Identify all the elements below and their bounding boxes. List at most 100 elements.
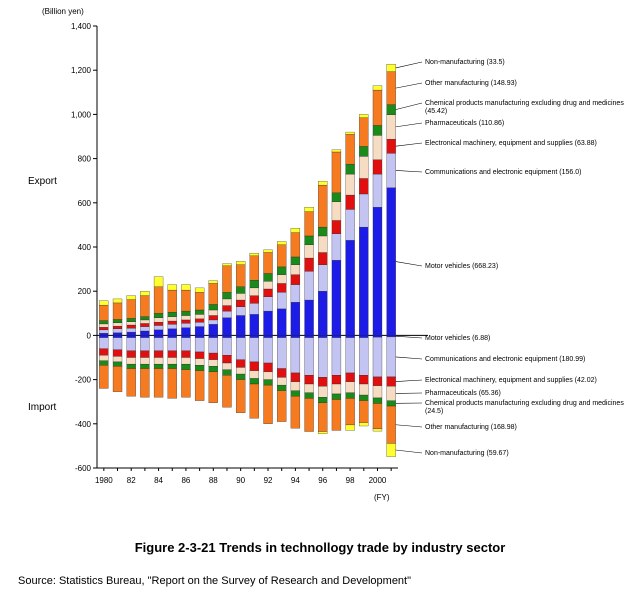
bar-import-elec	[372, 376, 383, 386]
bar-export-pharma	[249, 287, 259, 296]
bar-import-comm	[304, 337, 314, 376]
bar-export-motor	[318, 291, 328, 336]
bar-import-chem	[318, 397, 328, 403]
bar-import-chem	[345, 392, 355, 399]
bar-export-other	[222, 265, 232, 293]
bar-import-chem	[304, 392, 314, 399]
bar-export-elec	[153, 321, 164, 326]
bar-export-other	[112, 302, 123, 320]
bar-import-motor	[386, 335, 396, 338]
bar-export-motor	[290, 302, 301, 336]
unit-label: (Billion yen)	[42, 7, 84, 16]
bar-export-nonmfg	[318, 180, 328, 186]
bar-import-elec	[140, 350, 150, 358]
bar-import-other	[126, 368, 136, 397]
bar-export-pharma	[345, 173, 355, 196]
bar-export-pharma	[222, 298, 232, 306]
figure-title: Figure 2-3-21 Trends in technollogy trad…	[134, 540, 506, 555]
y-tick-label: 1,200	[71, 66, 92, 75]
bar-export-nonmfg	[359, 114, 369, 118]
bar-import-chem	[112, 361, 123, 367]
bar-import-elec	[153, 350, 164, 358]
bar-export-motor	[236, 315, 246, 336]
bar-import-nonmfg	[372, 428, 383, 432]
bar-export-chem	[290, 256, 301, 265]
y-tick-label: 1,400	[71, 22, 92, 31]
x-tick-label: 82	[127, 476, 136, 485]
callout-leader-import-motor	[395, 335, 423, 339]
bar-export-comm	[331, 233, 342, 261]
bar-export-nonmfg	[345, 131, 355, 135]
bar-export-nonmfg	[140, 291, 150, 296]
bar-export-other	[153, 286, 164, 314]
bar-import-pharma	[372, 385, 383, 399]
bar-import-motor	[359, 335, 369, 338]
bar-import-elec	[318, 377, 328, 387]
bar-import-comm	[236, 337, 246, 360]
bar-import-other	[372, 403, 383, 430]
import-side-label: Import	[28, 402, 57, 413]
bar-export-comm	[126, 327, 136, 333]
bar-export-pharma	[167, 316, 177, 322]
bar-export-nonmfg	[222, 263, 232, 266]
bar-export-chem	[208, 304, 218, 311]
bar-export-other	[181, 289, 191, 312]
bar-export-pharma	[194, 314, 205, 319]
bar-import-pharma	[153, 357, 164, 365]
bar-import-elec	[249, 361, 259, 371]
export-side-label: Export	[28, 176, 57, 187]
bar-export-elec	[99, 327, 109, 331]
bar-import-comm	[345, 337, 355, 374]
bar-import-pharma	[222, 362, 232, 370]
bar-export-motor	[99, 333, 109, 336]
callout-label-export-pharma: Pharmaceuticals (110.86)	[425, 120, 504, 127]
y-tick-label: 800	[78, 155, 92, 164]
bar-export-elec	[181, 319, 191, 324]
bar-import-other	[318, 402, 328, 432]
bar-import-elec	[345, 372, 355, 382]
bar-export-elec	[222, 305, 232, 312]
bar-import-pharma	[290, 381, 301, 391]
bar-import-chem	[277, 384, 287, 391]
x-tick-label: 2000	[369, 476, 387, 485]
bar-import-comm	[372, 337, 383, 378]
technology-trade-chart: (Billion yen) Export Import (FY) -600 -40…	[28, 7, 624, 502]
bar-export-nonmfg	[372, 85, 383, 91]
callout-label-import-pharma: Pharmaceuticals (65.36)	[425, 390, 501, 397]
bar-import-motor	[181, 335, 191, 338]
bar-import-pharma	[386, 386, 396, 401]
bar-export-comm	[140, 326, 150, 332]
bar-import-elec	[263, 362, 273, 373]
bar-export-other	[304, 211, 314, 237]
bar-export-comm	[194, 321, 205, 327]
bar-export-pharma	[372, 135, 383, 160]
bar-export-motor	[181, 327, 191, 336]
bar-import-comm	[140, 337, 150, 352]
y-tick-label: -600	[75, 464, 92, 473]
bar-export-pharma	[208, 309, 218, 316]
bar-export-chem	[263, 273, 273, 282]
bar-import-other	[167, 368, 177, 399]
bar-export-chem	[222, 292, 232, 300]
bar-import-motor	[249, 335, 259, 338]
bar-import-motor	[153, 335, 164, 338]
bar-import-chem	[331, 393, 342, 400]
bar-export-motor	[167, 328, 177, 336]
callouts: Non-manufacturing (33.5) Other manufactur…	[395, 59, 624, 457]
bar-export-nonmfg	[304, 207, 314, 212]
bar-import-comm	[249, 337, 259, 363]
bar-export-pharma	[126, 321, 136, 326]
bar-export-other	[194, 292, 205, 311]
bar-export-nonmfg	[236, 261, 246, 265]
bar-export-comm	[345, 209, 355, 241]
bar-export-motor	[126, 331, 136, 336]
bar-export-chem	[140, 316, 150, 321]
bar-import-pharma	[263, 371, 273, 380]
bar-export-nonmfg	[194, 287, 205, 293]
bar-export-motor	[304, 299, 314, 336]
bar-import-chem	[167, 363, 177, 369]
bar-export-motor	[331, 260, 342, 336]
bar-import-comm	[318, 337, 328, 378]
bar-import-comm	[153, 337, 164, 352]
bar-import-pharma	[99, 355, 109, 361]
